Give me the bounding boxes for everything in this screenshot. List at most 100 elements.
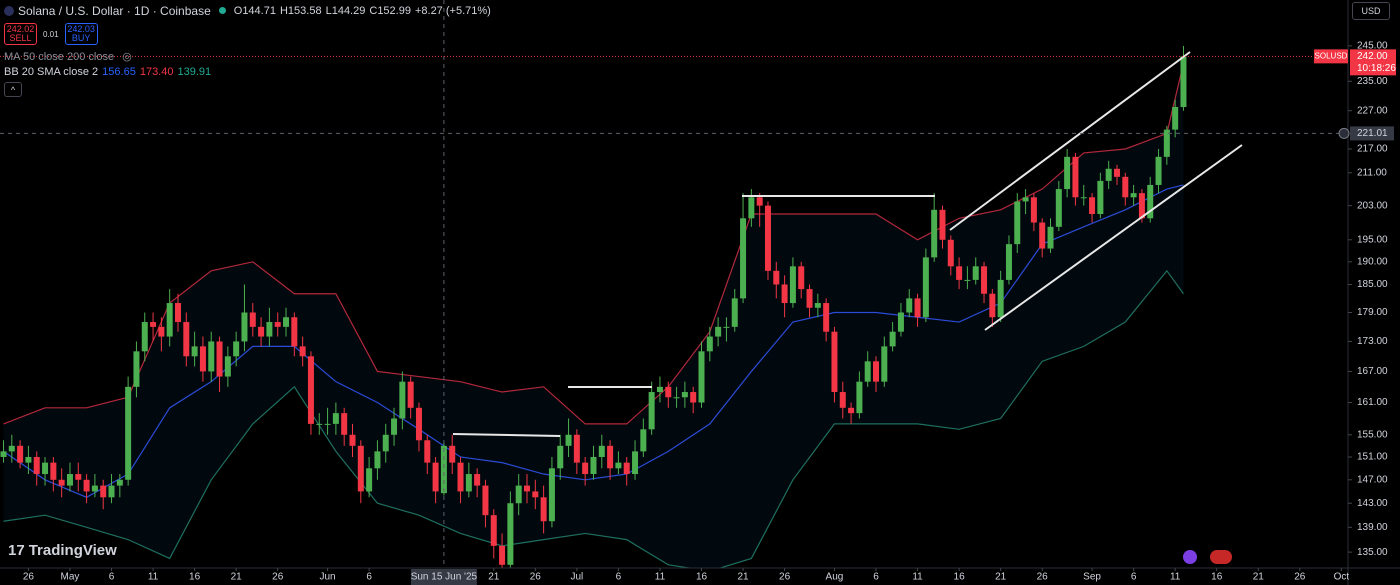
candle-body [1113,168,1120,177]
ohlc-item: O144.71 [234,5,276,17]
sell-price: 242.02 [6,24,35,34]
buy-button[interactable]: 242.03 BUY [64,23,98,45]
candle-body [881,346,888,382]
icon[interactable] [1210,550,1232,564]
legend-panel: Solana / U.S. Dollar · 1D · Coinbase O14… [4,3,491,97]
candle-body [116,479,123,486]
candle-body [764,205,771,271]
candle-body [183,322,190,357]
candle-body [1064,156,1071,190]
y-tick-label: 227.00 [1357,105,1388,116]
candle-body [125,386,132,480]
x-tick-label: 21 [231,572,243,583]
candle-body [1039,222,1046,249]
spread: 0.01 [43,29,59,39]
candle-body [1089,197,1096,215]
candle-body [873,361,880,382]
candle-body [1055,189,1062,227]
collapse-button[interactable]: ^ [4,82,22,97]
candle-body [407,381,414,408]
y-tick-label: 173.00 [1357,336,1388,347]
candle-body [399,381,406,419]
ohlc-value: 152.99 [377,4,411,17]
candle-body [349,434,356,446]
candle-body [66,474,73,486]
trend-line[interactable] [984,144,1243,331]
candle-body [324,423,331,425]
candle-body [681,392,688,398]
trend-line[interactable] [949,51,1191,231]
ohlc-key: L [325,4,332,17]
candle-body [814,303,821,308]
candle-body [1097,180,1104,215]
symbol-title[interactable]: Solana / U.S. Dollar · 1D · Coinbase [18,3,211,18]
x-tick-label: Aug [826,572,844,583]
hidden-icon[interactable]: ◎ [122,51,132,63]
bottom-icons [1183,550,1232,564]
sell-label: SELL [9,33,32,43]
candle-body [756,197,763,206]
crosshair-price: 221.01 [1357,128,1388,139]
x-tick-label: 11 [1170,572,1181,583]
x-tick-label: 21 [995,572,1007,583]
candle-body [573,434,580,463]
change: +8.27 (+5.71%) [414,4,491,17]
candle-body [715,326,722,337]
candle-body [58,479,65,486]
horizontal-ray[interactable] [452,433,561,437]
candle-body [0,451,7,457]
bb-value: 139.91 [177,65,212,78]
candle-body [341,413,348,435]
candle-body [366,468,373,492]
y-tick-label: 155.00 [1357,429,1388,440]
candle-body [848,407,855,414]
candle-body [1147,184,1154,219]
candle-body [75,474,82,480]
bb-legend[interactable]: BB 20 SMA close 2 156.65 173.40 139.91 [4,64,491,79]
candle-body [42,462,49,475]
candle-body [548,468,555,522]
candle-body [465,474,472,492]
candle-body [415,407,422,441]
candle-body [789,266,796,304]
candle-body [607,445,614,469]
x-tick-label: 6 [873,572,879,583]
candle-body [307,356,314,424]
candle-body [199,346,206,372]
currency-button[interactable]: USD [1352,2,1390,20]
y-tick-label: 203.00 [1357,200,1388,211]
candle-body [773,270,780,285]
x-tick-label: 26 [1037,572,1049,583]
brand-text: TradingView [28,542,117,559]
candle-body [224,356,231,377]
symbol-icon [4,5,14,16]
crosshair-plus [1338,127,1350,139]
x-tick-label: May [61,572,80,583]
candle-body [781,284,788,304]
candle-body [133,351,140,387]
y-tick-label: 235.00 [1357,76,1388,87]
icon[interactable] [1183,550,1197,564]
candle-body [100,485,107,498]
candle-body [623,462,630,475]
candle-body [665,386,672,398]
candle-body [1005,244,1012,280]
x-tick-label: 26 [1294,572,1306,583]
candle-body [249,312,256,327]
ohlc-item: L144.29 [326,5,366,17]
candle-body [150,322,157,327]
candle-body [889,331,896,347]
candle-body [981,266,988,294]
symbol-tag [1314,49,1348,64]
y-tick-label: 167.00 [1357,366,1388,377]
candle-body [332,413,339,424]
candle-body [1072,156,1079,198]
x-tick-label: Oct [1334,572,1350,583]
candle-body [947,239,954,267]
candle-body [1163,129,1170,157]
ma-legend[interactable]: MA 50 close 200 close ◎ [4,49,491,64]
sell-button[interactable]: 242.02 SELL [4,23,37,45]
y-tick-label: 217.00 [1357,144,1388,155]
candle-body [1080,197,1087,199]
